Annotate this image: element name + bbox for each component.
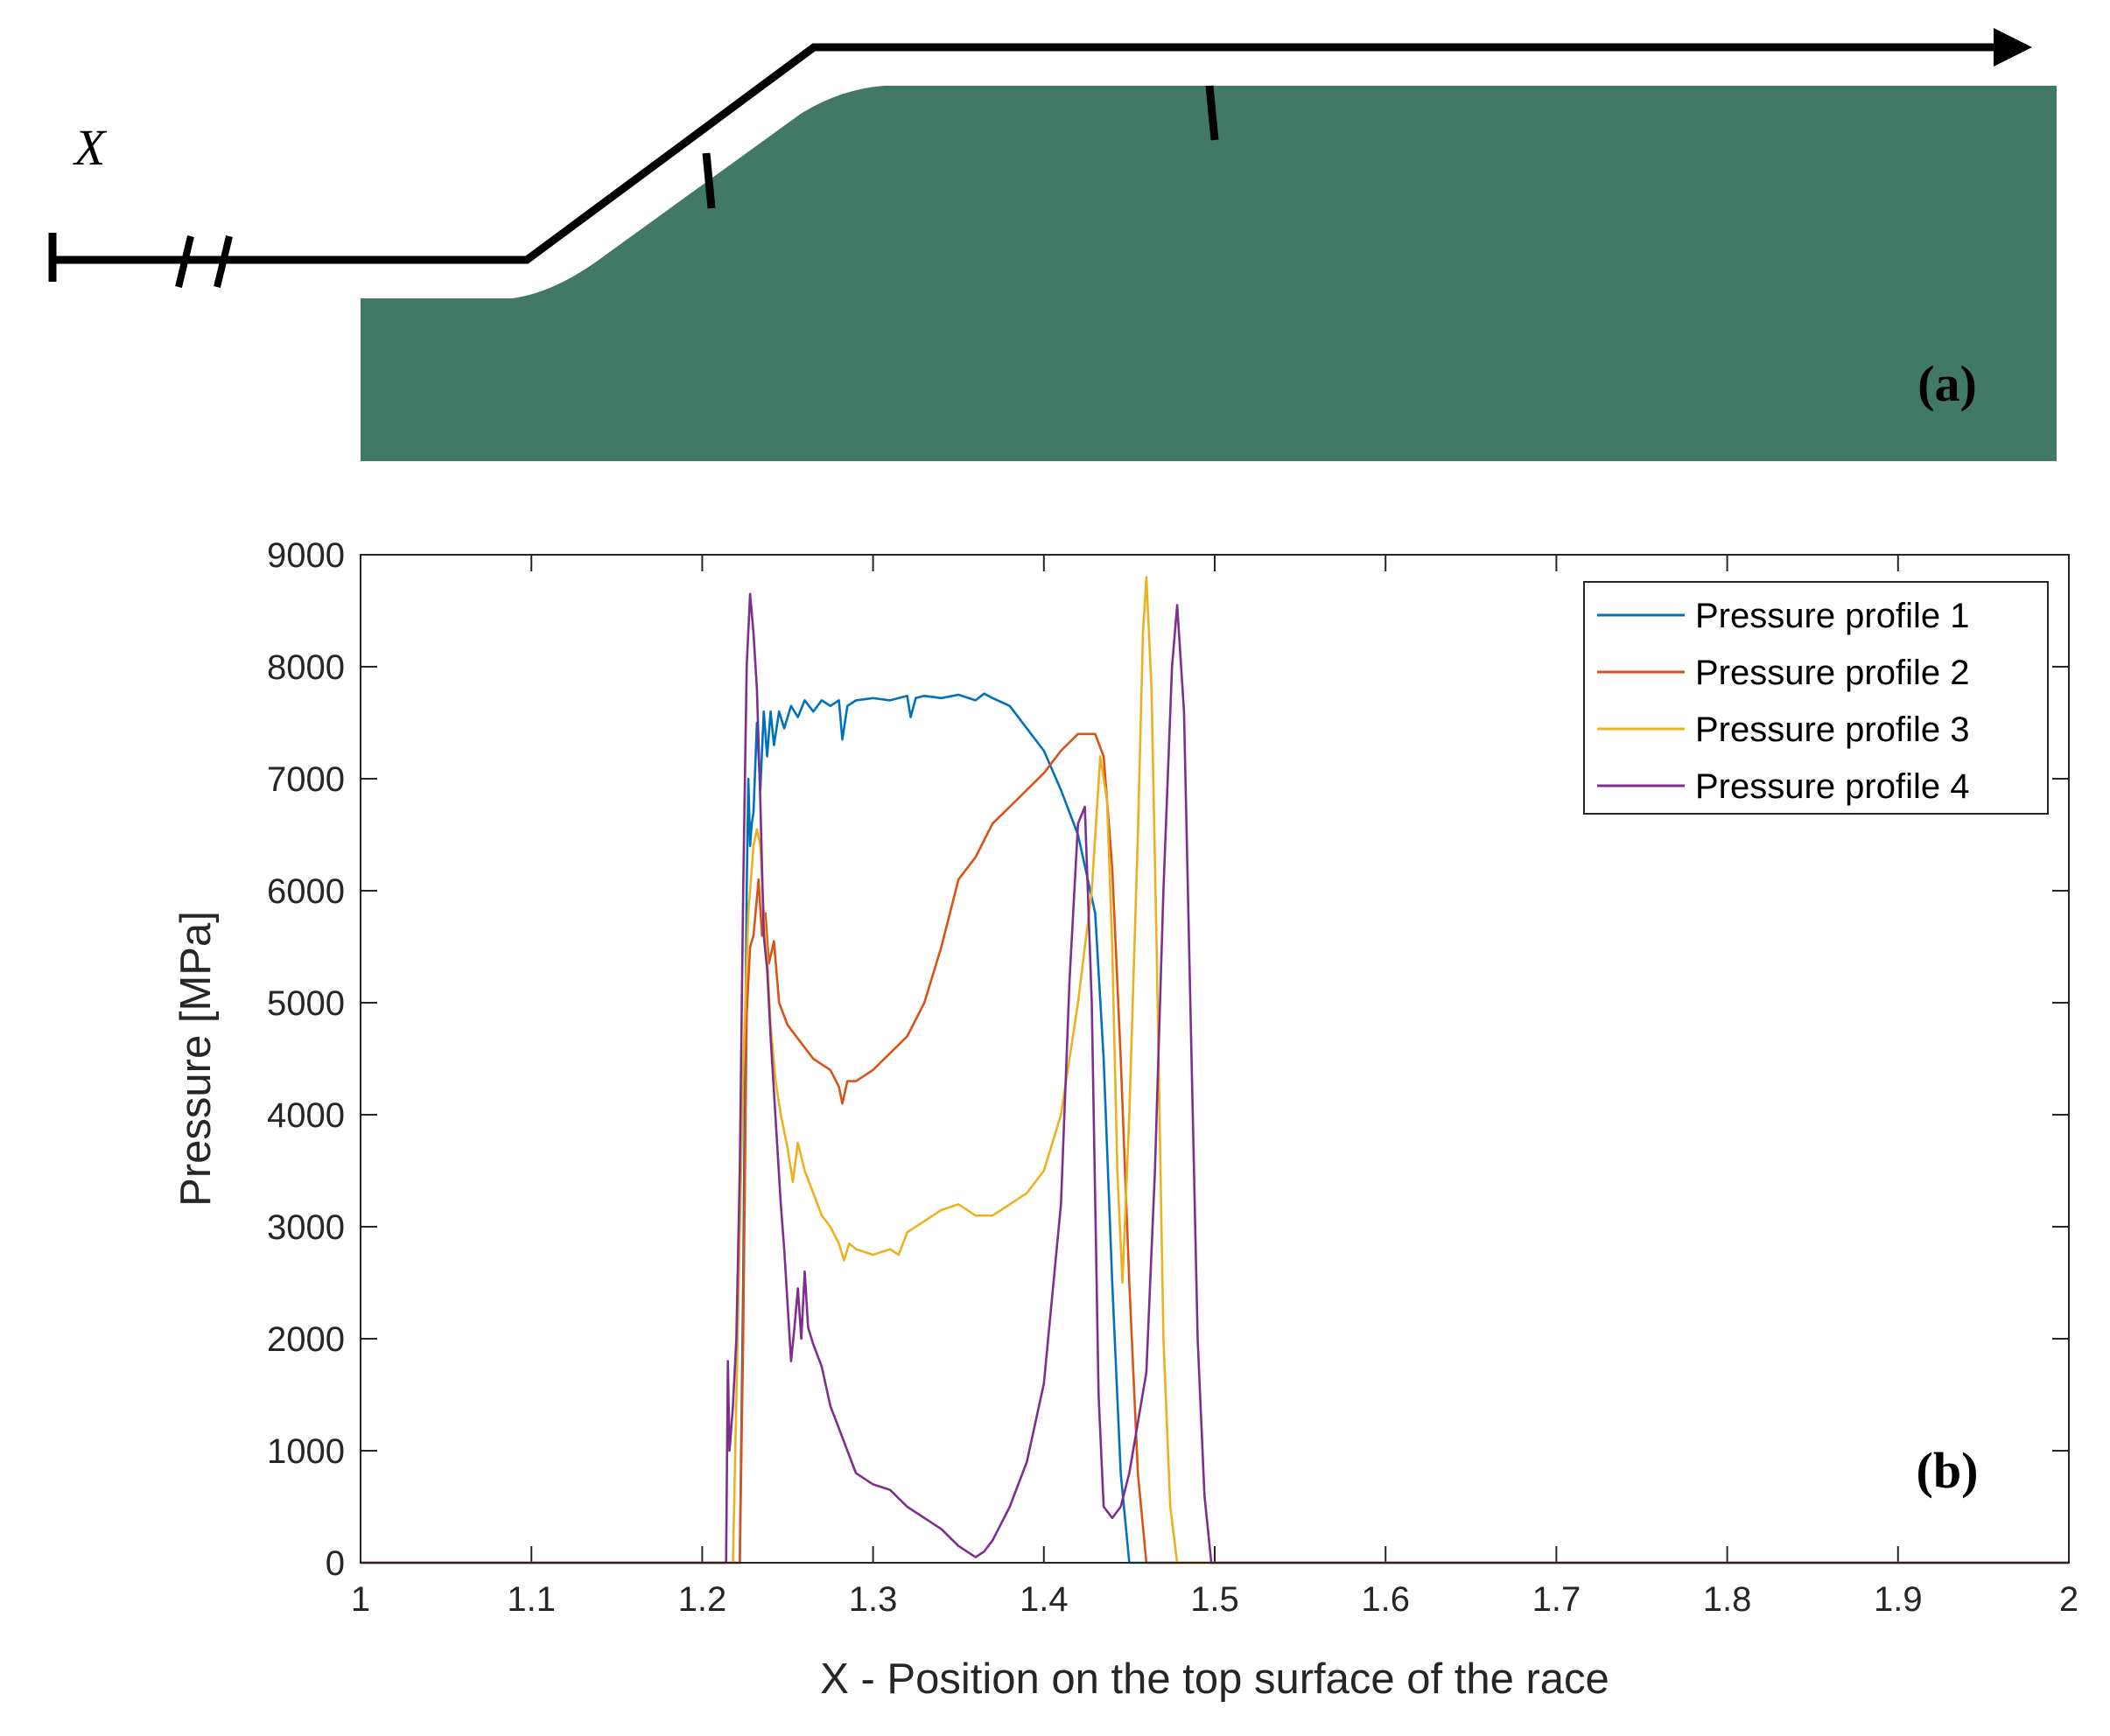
x-axis-label: X - Position on the top surface of the r…: [820, 1656, 1609, 1703]
legend-label-3: Pressure profile 3: [1695, 710, 1969, 749]
profile-marker-slope: [702, 152, 716, 209]
y-tick-label: 3000: [267, 1208, 345, 1247]
x-tick-label: 1.9: [1874, 1580, 1923, 1619]
series-line-3: [361, 576, 2069, 1564]
profile-marker-top: [1205, 85, 1219, 141]
y-tick-label: 2000: [267, 1320, 345, 1359]
panel-b-chart: 1 1.1 1.2 1.3 1.4 1.5 1.6 1.7 1.8 1.9 2 0 1000 2000 3…: [172, 536, 2078, 1703]
legend-label-2: Pressure profile 2: [1695, 654, 1969, 692]
plot-frame: [360, 554, 2070, 1564]
y-tick-label: 6000: [267, 872, 345, 911]
x-tick-label: 2: [2059, 1580, 2078, 1619]
legend-label-1: Pressure profile 1: [1695, 597, 1969, 635]
y-tick-label: 7000: [267, 760, 345, 799]
legend: Pressure profile 1 Pressure profile 2 Pres…: [1583, 581, 2049, 815]
legend-box: [1583, 581, 2049, 815]
x-tick-label: 1.2: [678, 1580, 727, 1619]
x-tick-label: 1.1: [507, 1580, 556, 1619]
x-tick-label: 1.7: [1532, 1580, 1581, 1619]
x-tick-label: 1.3: [849, 1580, 898, 1619]
x-tick-label: 1.4: [1020, 1580, 1069, 1619]
y-tick-label: 9000: [267, 536, 345, 575]
y-tick-label: 8000: [267, 648, 345, 687]
x-tick-label: 1: [351, 1580, 370, 1619]
legend-label-4: Pressure profile 4: [1695, 767, 1969, 806]
y-tick-label: 5000: [267, 984, 345, 1023]
race-cross-section: [361, 86, 2057, 461]
path-arrowhead: [1994, 28, 2032, 66]
y-tick-labels: 0 1000 2000 3000 4000 5000 6000 7000 8000 9000: [267, 536, 345, 1583]
x-tick-label: 1.5: [1190, 1580, 1239, 1619]
axis-ticks: [360, 554, 2070, 1564]
x-tick-label: 1.6: [1361, 1580, 1410, 1619]
panel-b-tag: (b): [1917, 1442, 1979, 1499]
break-mark-1: [175, 235, 194, 288]
x-tick-label: 1.8: [1703, 1580, 1752, 1619]
break-mark-2: [214, 235, 233, 288]
series-layer: [361, 576, 2069, 1564]
series-line-1: [361, 692, 2069, 1564]
panel-a: X (a): [48, 28, 2057, 461]
x-axis-symbol: X: [73, 119, 108, 176]
panel-a-tag: (a): [1917, 355, 1977, 412]
series-line-2: [361, 732, 2069, 1564]
series-line-4: [361, 592, 2069, 1564]
y-tick-label: 4000: [267, 1096, 345, 1135]
y-tick-label: 1000: [267, 1432, 345, 1471]
y-axis-label: Pressure [MPa]: [172, 911, 220, 1207]
y-tick-label: 0: [326, 1544, 345, 1583]
x-tick-labels: 1 1.1 1.2 1.3 1.4 1.5 1.6 1.7 1.8 1.9 2: [351, 1580, 2078, 1619]
position-path: [53, 43, 2004, 264]
